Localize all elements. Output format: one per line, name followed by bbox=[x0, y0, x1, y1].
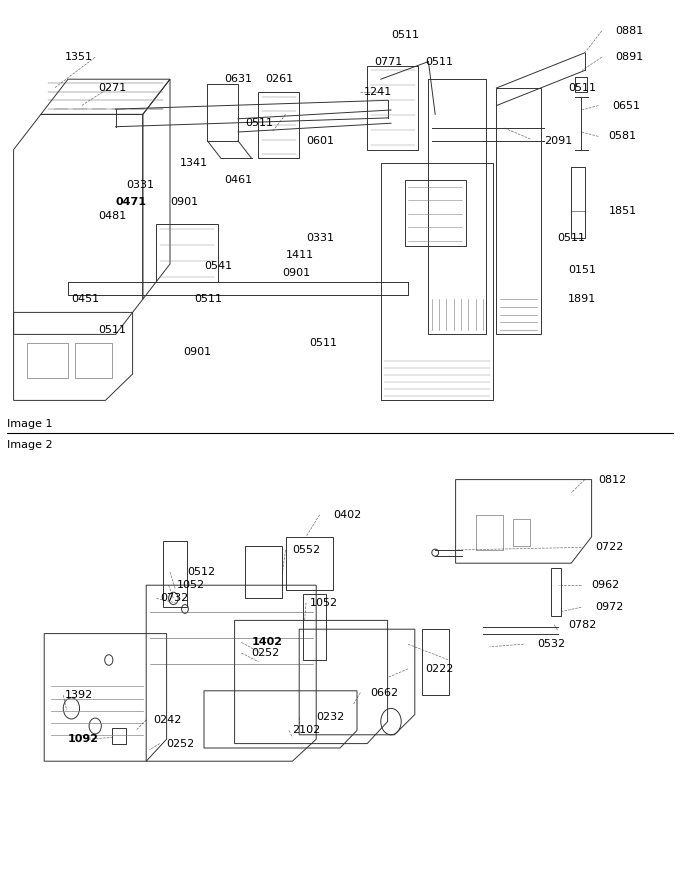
Text: 0451: 0451 bbox=[71, 294, 99, 304]
Text: 0252: 0252 bbox=[167, 738, 195, 749]
Text: 0581: 0581 bbox=[609, 131, 636, 142]
Text: 0771: 0771 bbox=[374, 56, 403, 67]
Text: 2091: 2091 bbox=[544, 136, 573, 146]
Text: 0252: 0252 bbox=[252, 648, 280, 658]
Text: 0471: 0471 bbox=[116, 197, 147, 208]
Text: 0601: 0601 bbox=[306, 136, 334, 146]
Text: 0511: 0511 bbox=[194, 294, 222, 304]
Text: 0242: 0242 bbox=[153, 715, 182, 725]
Text: 0402: 0402 bbox=[333, 510, 362, 520]
Text: 0232: 0232 bbox=[316, 712, 345, 722]
Text: 0222: 0222 bbox=[425, 664, 454, 674]
Text: 0782: 0782 bbox=[568, 620, 596, 630]
Text: 0901: 0901 bbox=[170, 197, 198, 208]
Text: 0331: 0331 bbox=[306, 232, 334, 243]
Text: 0271: 0271 bbox=[99, 83, 127, 93]
Text: 2102: 2102 bbox=[292, 725, 321, 736]
Text: 0541: 0541 bbox=[204, 260, 232, 271]
Text: 0901: 0901 bbox=[184, 347, 211, 357]
Text: 1052: 1052 bbox=[309, 598, 337, 608]
Text: 0511: 0511 bbox=[391, 30, 419, 40]
Text: 0722: 0722 bbox=[595, 542, 624, 553]
Text: 1411: 1411 bbox=[286, 250, 313, 260]
Text: 0511: 0511 bbox=[245, 118, 273, 128]
Text: 0511: 0511 bbox=[425, 56, 453, 67]
Text: 0511: 0511 bbox=[309, 338, 337, 348]
Text: 0511: 0511 bbox=[558, 232, 585, 243]
Text: 1402: 1402 bbox=[252, 637, 283, 648]
Text: 0331: 0331 bbox=[126, 180, 154, 190]
Text: 1851: 1851 bbox=[609, 206, 636, 216]
Text: 0511: 0511 bbox=[99, 325, 126, 335]
Text: 0881: 0881 bbox=[615, 26, 644, 36]
Text: 0732: 0732 bbox=[160, 593, 188, 604]
Text: 0812: 0812 bbox=[598, 474, 627, 485]
Text: 1052: 1052 bbox=[177, 580, 205, 590]
Text: 0631: 0631 bbox=[224, 74, 252, 84]
Text: 1241: 1241 bbox=[364, 87, 392, 98]
Text: 0891: 0891 bbox=[615, 52, 644, 62]
Text: 0662: 0662 bbox=[371, 687, 398, 698]
Text: 0972: 0972 bbox=[595, 602, 624, 612]
Text: 0511: 0511 bbox=[568, 83, 596, 93]
Text: 1891: 1891 bbox=[568, 294, 596, 304]
Text: 1341: 1341 bbox=[180, 158, 208, 168]
Text: 1092: 1092 bbox=[68, 734, 99, 744]
Text: 0532: 0532 bbox=[537, 639, 565, 649]
Text: 0962: 0962 bbox=[592, 580, 620, 590]
Text: Image 1: Image 1 bbox=[7, 419, 52, 429]
Text: 0901: 0901 bbox=[282, 268, 310, 278]
Text: 0461: 0461 bbox=[224, 175, 252, 186]
Text: 0512: 0512 bbox=[187, 567, 215, 577]
Text: 0481: 0481 bbox=[99, 210, 127, 221]
Text: 1351: 1351 bbox=[65, 52, 92, 62]
Text: 0151: 0151 bbox=[568, 265, 596, 275]
Text: 0261: 0261 bbox=[265, 74, 293, 84]
Text: 0651: 0651 bbox=[612, 100, 640, 111]
Text: 1392: 1392 bbox=[65, 690, 93, 700]
Text: Image 2: Image 2 bbox=[7, 440, 52, 450]
Text: 0552: 0552 bbox=[292, 545, 320, 555]
